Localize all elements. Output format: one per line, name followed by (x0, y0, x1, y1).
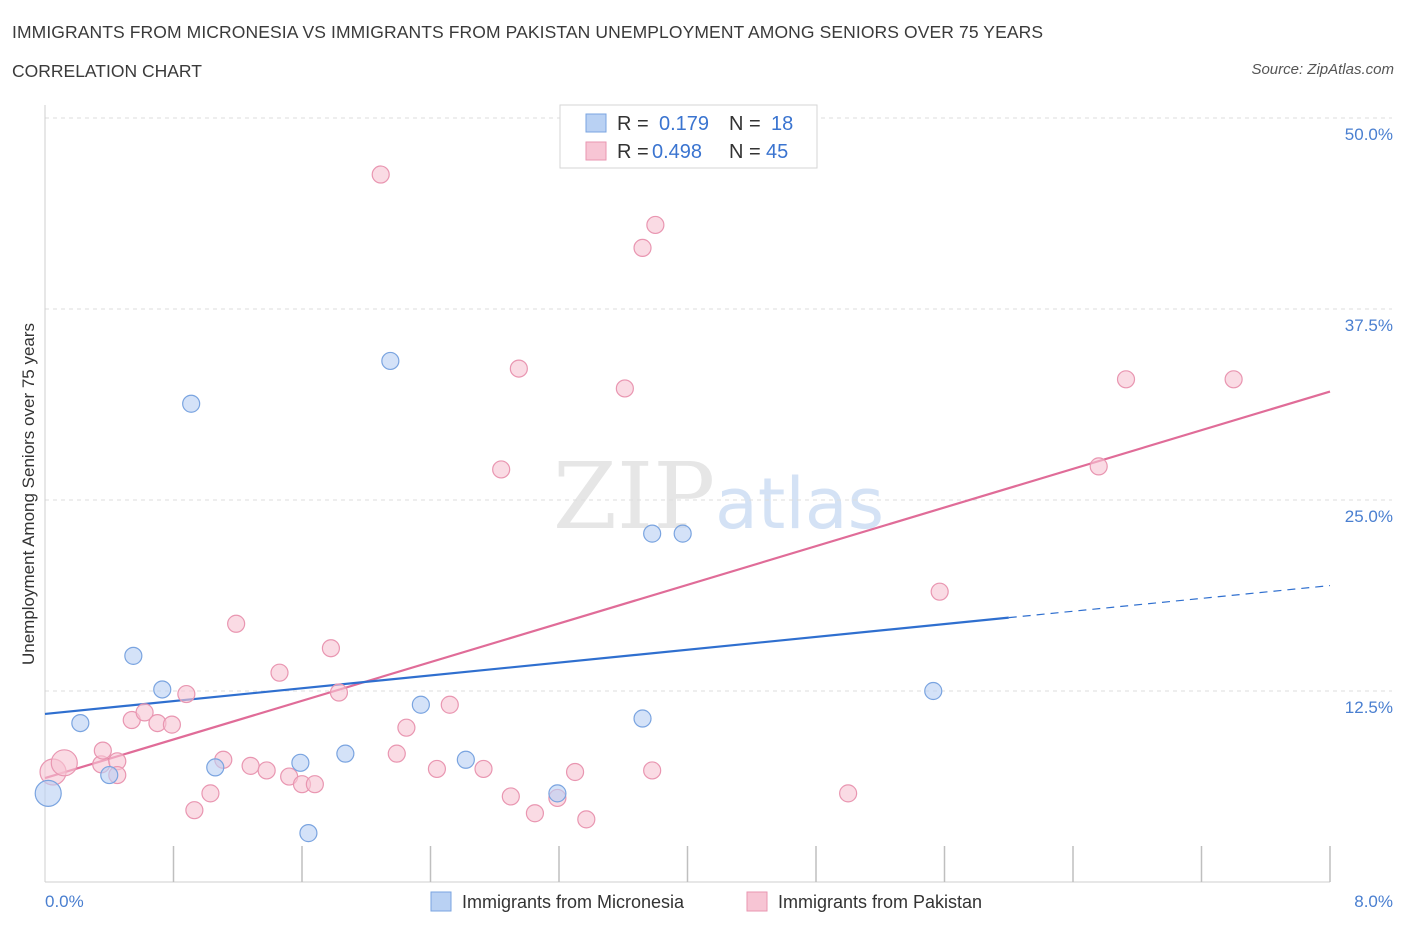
legend-r-value-micronesia: 0.179 (659, 113, 709, 135)
point-micronesia-4 (153, 680, 172, 699)
point-pakistan-26 (427, 759, 447, 779)
stats-legend: R = 0.179 N = 18 R = 0.498 N = 45 (559, 104, 818, 169)
point-pakistan-20 (305, 775, 324, 794)
bottom-legend-swatch-micronesia (430, 891, 452, 912)
bottom-legend-label-micronesia: Immigrants from Micronesia (462, 892, 685, 912)
y-tick-label-1: 25.0% (1345, 507, 1393, 526)
y-tick-label-3: 50.0% (1345, 125, 1393, 144)
point-pakistan-17 (270, 663, 289, 682)
point-pakistan-28 (474, 759, 493, 779)
point-micronesia-11 (411, 695, 430, 714)
trendline-micronesia-extension (1008, 584, 1331, 619)
point-pakistan-44 (1224, 370, 1243, 389)
point-pakistan-39 (643, 761, 662, 780)
legend-r-value-pakistan: 0.498 (652, 141, 702, 163)
point-pakistan-35 (577, 810, 596, 829)
point-micronesia-6 (206, 758, 225, 777)
point-micronesia-10 (381, 351, 400, 371)
source-credit: Source: ZipAtlas.com (1251, 61, 1394, 78)
point-micronesia-7 (291, 753, 310, 772)
bottom-legend-swatch-pakistan (746, 891, 768, 912)
point-pakistan-4 (93, 741, 112, 760)
point-micronesia-3 (124, 646, 143, 665)
point-pakistan-32 (525, 804, 545, 823)
point-pakistan-31 (509, 359, 528, 378)
point-pakistan-16 (257, 761, 276, 780)
x-axis-ticks (172, 846, 1331, 882)
legend-swatch-pakistan (585, 141, 607, 161)
point-pakistan-11 (185, 801, 204, 820)
point-micronesia-1 (71, 713, 90, 733)
point-pakistan-22 (329, 683, 349, 702)
point-pakistan-23 (371, 165, 390, 184)
point-pakistan-43 (1116, 370, 1136, 389)
point-pakistan-7 (135, 703, 154, 722)
trendline-pakistan (44, 390, 1331, 780)
point-pakistan-42 (1089, 457, 1108, 476)
point-pakistan-37 (633, 238, 652, 257)
chart-title: IMMIGRANTS FROM MICRONESIA VS IMMIGRANTS… (12, 22, 1044, 42)
point-pakistan-10 (177, 684, 196, 704)
point-pakistan-38 (646, 215, 665, 235)
point-micronesia-0 (34, 779, 62, 807)
point-micronesia-9 (336, 744, 355, 763)
point-pakistan-9 (162, 715, 181, 734)
watermark-atlas: atlas (715, 463, 884, 545)
legend-r-label-micronesia: R = (617, 113, 649, 135)
point-micronesia-14 (633, 709, 652, 728)
legend-n-value-pakistan: 45 (766, 141, 788, 163)
legend-swatch-micronesia (585, 113, 607, 133)
point-pakistan-40 (839, 784, 858, 803)
series-legend: Immigrants from Micronesia Immigrants fr… (430, 891, 982, 912)
y-axis-label: Unemployment Among Seniors over 75 years (19, 323, 38, 665)
point-micronesia-2 (100, 765, 119, 785)
chart-subtitle: CORRELATION CHART (12, 61, 202, 81)
point-pakistan-14 (227, 614, 246, 633)
gridlines (45, 117, 1392, 692)
point-micronesia-17 (924, 681, 943, 701)
point-pakistan-41 (930, 582, 949, 601)
x-tick-label-min: 0.0% (45, 892, 84, 911)
point-micronesia-16 (673, 524, 692, 543)
point-micronesia-5 (182, 394, 201, 413)
point-pakistan-34 (565, 762, 585, 782)
point-micronesia-8 (299, 824, 318, 843)
point-pakistan-21 (321, 639, 341, 658)
point-micronesia-12 (456, 750, 475, 769)
legend-n-value-micronesia: 18 (771, 113, 793, 135)
point-pakistan-24 (387, 744, 406, 763)
y-tick-label-0: 12.5% (1345, 698, 1393, 717)
bottom-legend-label-pakistan: Immigrants from Pakistan (778, 892, 982, 912)
point-pakistan-1 (50, 749, 78, 777)
point-pakistan-36 (615, 379, 634, 398)
x-tick-label-max: 8.0% (1354, 892, 1393, 911)
point-pakistan-29 (492, 460, 511, 479)
y-tick-label-2: 37.5% (1345, 316, 1393, 335)
trend-lines (44, 390, 1331, 780)
legend-n-label-pakistan: N = (729, 141, 761, 163)
point-pakistan-25 (397, 718, 416, 737)
trendline-micronesia (44, 616, 1009, 716)
scatter-points (34, 165, 1243, 843)
point-pakistan-30 (501, 787, 520, 806)
point-micronesia-13 (548, 784, 567, 803)
legend-n-label-micronesia: N = (729, 113, 761, 135)
point-micronesia-15 (643, 524, 662, 543)
point-pakistan-27 (440, 695, 459, 714)
legend-r-label-pakistan: R = (617, 141, 649, 163)
point-pakistan-15 (241, 756, 260, 775)
y-axis-tick-labels: 12.5% 25.0% 37.5% 50.0% (1345, 125, 1393, 717)
point-pakistan-12 (201, 784, 220, 803)
